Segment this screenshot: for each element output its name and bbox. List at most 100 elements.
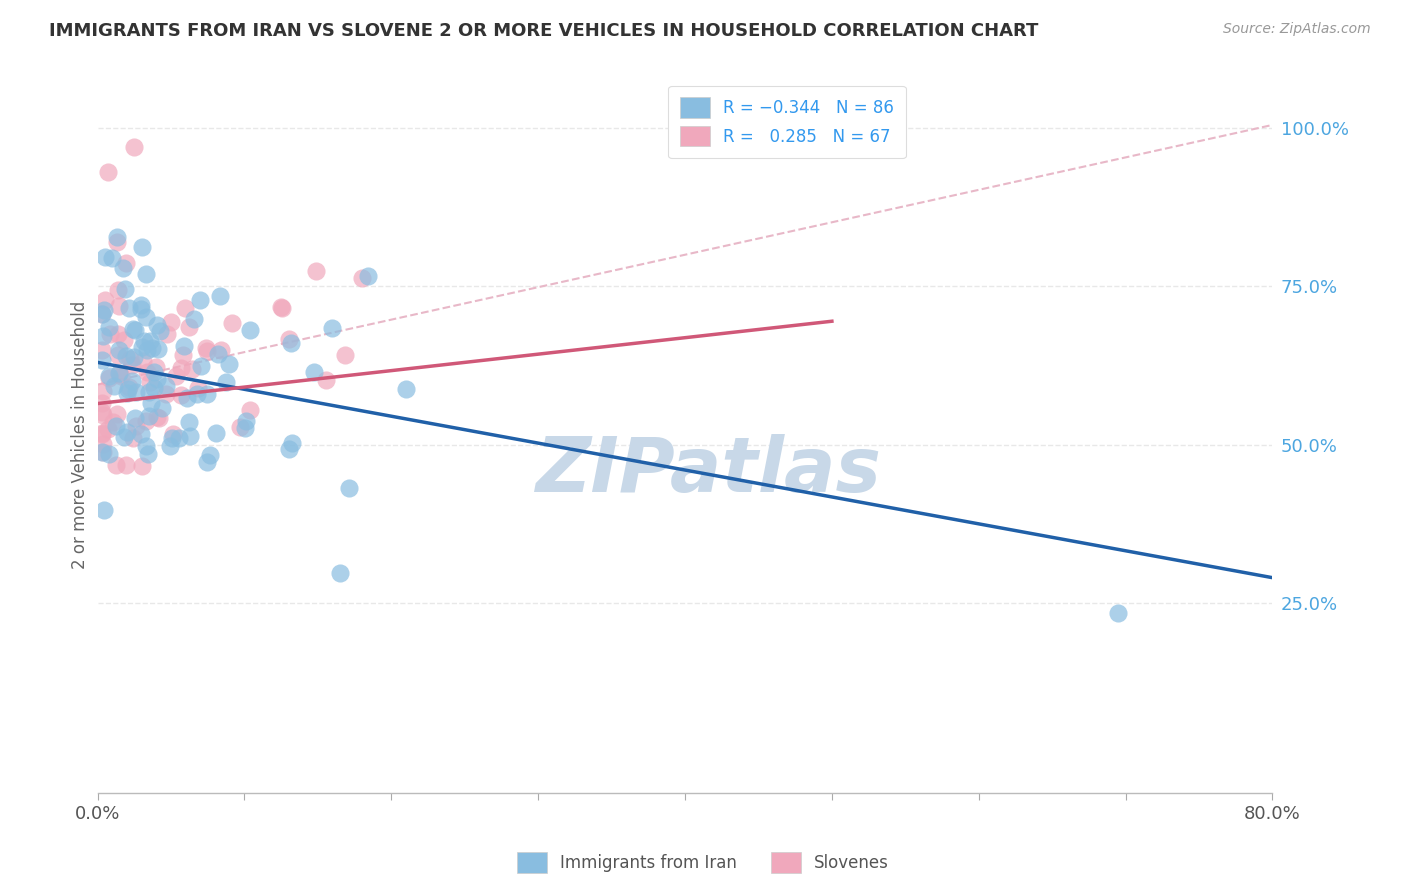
Text: IMMIGRANTS FROM IRAN VS SLOVENE 2 OR MORE VEHICLES IN HOUSEHOLD CORRELATION CHAR: IMMIGRANTS FROM IRAN VS SLOVENE 2 OR MOR… [49,22,1039,40]
Point [173,301,195,315]
Point [94,250,117,264]
Point [108,366,131,380]
Point [115,349,138,363]
Point [110,368,132,383]
Point [131,239,153,253]
Point [107,343,129,357]
Point [321,321,343,335]
Point [91,395,114,409]
Point [233,420,256,434]
Point [129,426,152,441]
Point [305,264,328,278]
Point [148,411,170,425]
Text: ZIPatlas: ZIPatlas [536,434,882,508]
Point [97,165,120,179]
Point [142,365,165,379]
Point [124,411,146,425]
Point [98,327,121,342]
Point [120,351,142,366]
Point [112,430,135,444]
Point [98,371,121,385]
Point [125,419,148,434]
Point [117,386,139,401]
Point [172,348,194,362]
Point [93,303,115,318]
Point [94,293,117,307]
Point [124,323,146,337]
Point [302,365,325,379]
Point [98,447,121,461]
Point [91,437,114,451]
Point [183,312,205,326]
Point [111,261,134,276]
Point [135,267,157,281]
Point [121,374,143,388]
Point [207,347,229,361]
Point [270,301,292,315]
Point [97,369,120,384]
Point [138,384,160,399]
Point [195,387,218,401]
Point [108,367,131,381]
Point [239,323,262,337]
Point [98,320,121,334]
Point [118,380,141,394]
Point [159,314,181,328]
Point [173,339,195,353]
Point [118,301,141,315]
Legend: Immigrants from Iran, Slovenes: Immigrants from Iran, Slovenes [510,846,896,880]
Point [159,439,181,453]
Point [187,381,209,395]
Point [146,410,169,425]
Point [221,316,243,330]
Point [145,360,167,375]
Point [195,341,218,355]
Point [115,458,138,472]
Point [155,326,177,341]
Point [277,442,299,456]
Point [176,391,198,405]
Point [146,318,169,332]
Point [239,403,262,417]
Y-axis label: 2 or more Vehicles in Household: 2 or more Vehicles in Household [72,301,89,569]
Point [177,319,200,334]
Point [1107,606,1129,620]
Point [329,566,352,580]
Point [136,447,159,461]
Point [136,365,159,379]
Point [91,444,114,458]
Point [277,332,299,346]
Legend: R = −0.344   N = 86, R =   0.285   N = 67: R = −0.344 N = 86, R = 0.285 N = 67 [668,86,905,158]
Point [93,384,115,398]
Point [129,298,152,312]
Point [180,362,202,376]
Point [141,341,163,355]
Point [136,343,159,357]
Point [315,373,337,387]
Point [129,301,152,316]
Point [195,454,218,468]
Point [204,426,226,441]
Point [105,235,128,249]
Point [91,307,114,321]
Point [91,426,114,441]
Point [114,282,136,296]
Point [121,322,143,336]
Point [93,503,115,517]
Point [103,378,125,392]
Point [105,230,128,244]
Point [280,336,302,351]
Point [107,327,129,342]
Point [101,415,124,429]
Point [190,359,212,374]
Point [104,458,127,472]
Point [215,375,238,389]
Point [149,324,172,338]
Point [91,444,114,458]
Point [141,395,163,409]
Point [91,343,114,357]
Point [114,256,136,270]
Point [117,425,139,440]
Point [350,271,373,285]
Point [395,382,418,396]
